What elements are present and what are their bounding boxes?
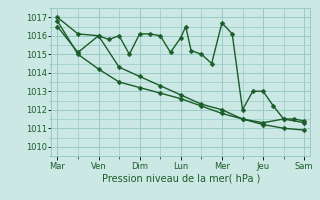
- X-axis label: Pression niveau de la mer( hPa ): Pression niveau de la mer( hPa ): [102, 173, 260, 183]
